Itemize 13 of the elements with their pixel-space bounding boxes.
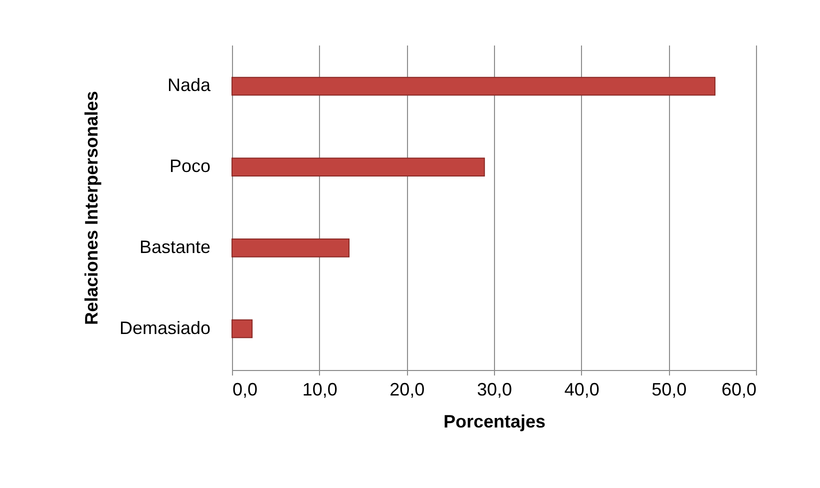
x-tick-label: 30,0 <box>476 380 512 400</box>
x-tick-label: 10,0 <box>302 380 338 400</box>
x-tick-label: 40,0 <box>564 380 600 400</box>
x-tick-label: 20,0 <box>390 380 425 400</box>
x-tick-label: 60,0 <box>721 380 756 400</box>
y-axis-title: Relaciones Interpersonales <box>81 90 102 326</box>
y-tick-label: Nada <box>167 75 212 96</box>
y-tick-label: Bastante <box>139 236 210 257</box>
x-tick-label: 0,0 <box>232 380 258 400</box>
x-axis-title: Porcentajes <box>443 412 546 432</box>
x-tick-label: 50,0 <box>652 380 687 400</box>
y-tick-label: Poco <box>169 156 210 176</box>
y-tick-label: Demasiado <box>119 318 210 338</box>
